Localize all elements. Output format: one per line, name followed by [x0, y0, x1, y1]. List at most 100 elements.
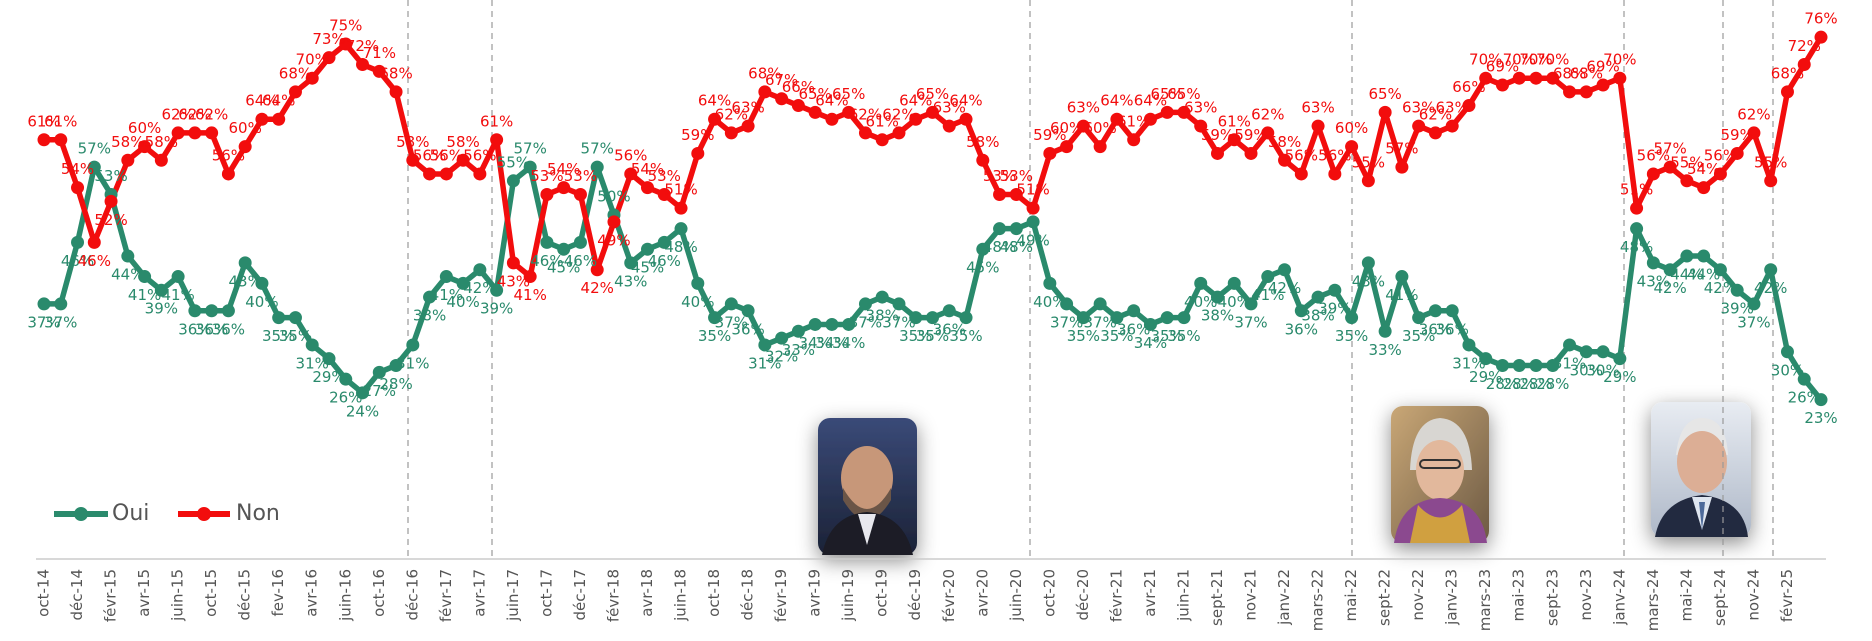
- point: [1462, 338, 1476, 352]
- value-label: 35%: [1067, 327, 1100, 345]
- value-label: 53%: [648, 167, 681, 185]
- point: [1546, 71, 1560, 85]
- value-label: 55%: [1352, 153, 1385, 171]
- point: [1479, 352, 1493, 366]
- point: [1043, 276, 1057, 290]
- point: [87, 160, 101, 174]
- point: [942, 119, 956, 133]
- photo-michel: [1651, 402, 1751, 537]
- point: [255, 112, 269, 126]
- point: [1261, 126, 1275, 140]
- x-tick-label: oct-16: [370, 569, 388, 617]
- point: [1294, 167, 1308, 181]
- value-label: 39%: [145, 300, 178, 318]
- value-label: 46%: [530, 252, 563, 270]
- x-tick-label: nov-24: [1744, 569, 1762, 621]
- value-label: 36%: [212, 320, 245, 338]
- value-label: 42%: [1653, 279, 1686, 297]
- value-label: 32%: [765, 348, 798, 366]
- value-label: 68%: [379, 64, 412, 82]
- value-label: 35%: [1151, 327, 1184, 345]
- point: [590, 263, 604, 277]
- value-label: 41%: [430, 286, 463, 304]
- point: [1697, 249, 1711, 263]
- point: [406, 153, 420, 167]
- point: [1143, 112, 1157, 126]
- value-label: 55%: [1754, 153, 1787, 171]
- value-label: 51%: [664, 181, 697, 199]
- point: [272, 311, 286, 325]
- point: [1613, 352, 1627, 366]
- legend-marker-oui: [74, 507, 88, 521]
- point: [87, 235, 101, 249]
- value-label: 36%: [1117, 320, 1150, 338]
- value-label: 39%: [1721, 300, 1754, 318]
- point: [1009, 222, 1023, 236]
- point: [1630, 222, 1644, 236]
- point: [674, 201, 688, 215]
- point: [439, 270, 453, 284]
- point: [1093, 297, 1107, 311]
- value-label: 66%: [1452, 78, 1485, 96]
- point: [892, 297, 906, 311]
- value-label: 36%: [933, 320, 966, 338]
- value-label: 48%: [664, 238, 697, 256]
- x-tick-label: juin-15: [169, 569, 187, 622]
- point: [1495, 78, 1509, 92]
- point: [959, 112, 973, 126]
- point: [959, 311, 973, 325]
- value-label: 33%: [1368, 341, 1401, 359]
- x-tick-label: oct-15: [202, 569, 220, 617]
- legend-marker-non: [197, 507, 211, 521]
- value-label: 62%: [1419, 105, 1452, 123]
- point: [1160, 311, 1174, 325]
- value-label: 48%: [983, 238, 1016, 256]
- value-label: 70%: [1536, 51, 1569, 69]
- value-label: 58%: [966, 133, 999, 151]
- point: [1345, 311, 1359, 325]
- value-label: 65%: [1167, 85, 1200, 103]
- x-tick-label: juin-20: [1007, 569, 1025, 622]
- value-label: 39%: [480, 300, 513, 318]
- value-label: 63%: [1436, 99, 1469, 117]
- x-tick-label: mai-24: [1677, 569, 1695, 621]
- point: [1227, 276, 1241, 290]
- value-label: 37%: [44, 313, 77, 331]
- point: [339, 37, 353, 51]
- value-label: 44%: [1687, 266, 1720, 284]
- value-label: 63%: [1402, 99, 1435, 117]
- point: [976, 242, 990, 256]
- point: [506, 256, 520, 270]
- point: [758, 85, 772, 99]
- value-label: 26%: [329, 389, 362, 407]
- value-label: 59%: [1721, 126, 1754, 144]
- value-label: 54%: [547, 160, 580, 178]
- point: [926, 105, 939, 119]
- point: [1210, 290, 1224, 304]
- value-label: 36%: [1285, 320, 1318, 338]
- point: [1177, 311, 1191, 325]
- point: [288, 311, 302, 325]
- point: [808, 105, 822, 119]
- point: [305, 338, 319, 352]
- value-label: 53%: [983, 167, 1016, 185]
- x-tick-label: oct-20: [1040, 569, 1058, 617]
- point: [1646, 256, 1660, 270]
- point: [993, 187, 1007, 201]
- point: [1596, 78, 1610, 92]
- value-label: 57%: [513, 140, 546, 158]
- value-label: 60%: [1335, 119, 1368, 137]
- point: [1378, 324, 1392, 338]
- value-label: 31%: [296, 354, 329, 372]
- value-label: 69%: [1486, 58, 1519, 76]
- value-label: 49%: [1016, 231, 1049, 249]
- x-tick-label: mai-22: [1342, 569, 1360, 621]
- point: [1009, 187, 1023, 201]
- value-label: 53%: [564, 167, 597, 185]
- point: [1713, 167, 1727, 181]
- point: [540, 187, 554, 201]
- value-label: 48%: [1000, 238, 1033, 256]
- value-label: 42%: [1704, 279, 1737, 297]
- value-label: 38%: [1201, 307, 1234, 325]
- value-label: 63%: [1301, 99, 1334, 117]
